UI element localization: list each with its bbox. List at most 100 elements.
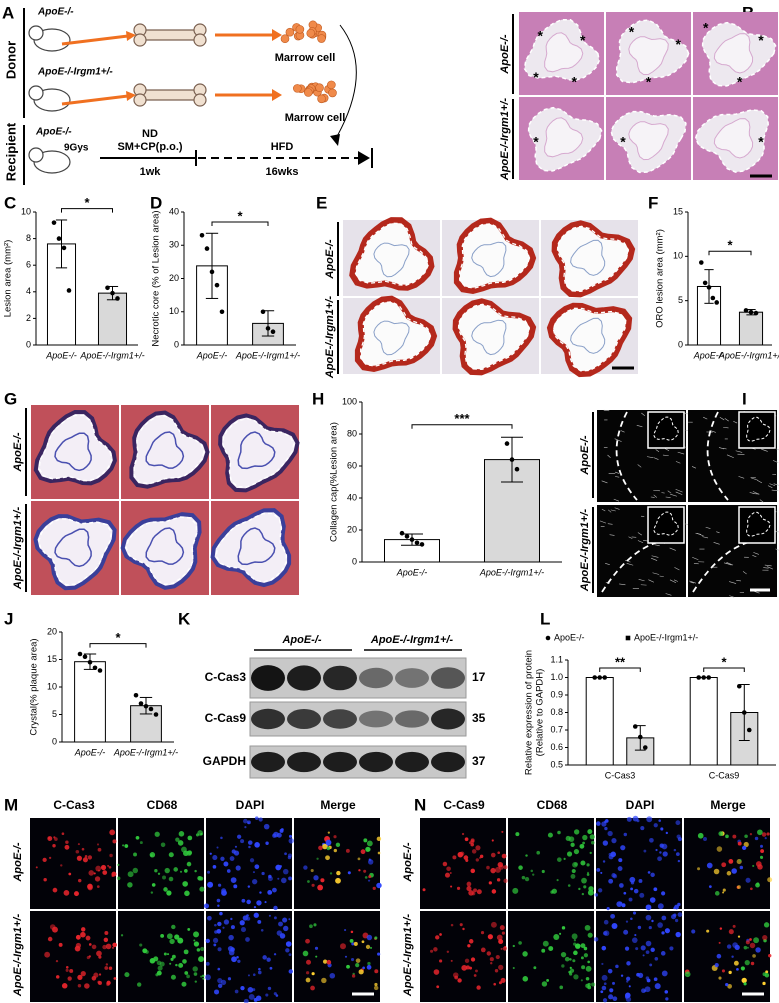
crystal bbox=[723, 562, 728, 564]
signal bbox=[628, 897, 633, 902]
signal bbox=[533, 966, 537, 970]
data-point bbox=[743, 308, 749, 313]
signal bbox=[358, 969, 364, 975]
y-axis-label: Relative expression of protein bbox=[524, 650, 535, 775]
signal bbox=[512, 887, 519, 894]
signal bbox=[490, 921, 497, 928]
data-point bbox=[209, 269, 215, 275]
signal bbox=[258, 967, 261, 971]
column-label: Merge bbox=[710, 798, 746, 812]
signal bbox=[468, 939, 474, 944]
data-point bbox=[260, 309, 266, 315]
marrow-cell bbox=[328, 88, 337, 98]
signal bbox=[630, 887, 634, 891]
collagen bbox=[145, 431, 185, 469]
signal bbox=[579, 843, 585, 849]
signal bbox=[615, 964, 619, 969]
x-tick-label: ApoE-/- bbox=[693, 350, 725, 360]
sig-bracket bbox=[703, 667, 745, 672]
signal bbox=[200, 975, 203, 978]
signal bbox=[653, 977, 658, 982]
signal bbox=[654, 956, 659, 961]
signal bbox=[355, 963, 360, 968]
signal bbox=[181, 981, 187, 987]
signal bbox=[307, 880, 310, 883]
signal bbox=[213, 943, 217, 947]
signal bbox=[170, 957, 174, 961]
signal bbox=[602, 860, 606, 863]
signal bbox=[572, 959, 576, 963]
signal bbox=[305, 971, 310, 975]
signal bbox=[202, 974, 205, 978]
signal bbox=[582, 834, 588, 841]
crystal bbox=[752, 493, 760, 495]
signal bbox=[737, 885, 741, 889]
signal bbox=[653, 823, 658, 828]
signal bbox=[757, 829, 763, 836]
signal bbox=[731, 868, 737, 874]
crystal bbox=[659, 575, 664, 578]
signal bbox=[645, 914, 652, 921]
row-label: ApoE-/-Irgm1+/- bbox=[12, 914, 24, 998]
signal bbox=[361, 940, 365, 944]
signal bbox=[659, 851, 662, 854]
signal bbox=[640, 826, 645, 831]
crystal bbox=[690, 582, 695, 584]
crystal bbox=[738, 476, 745, 479]
lesion-marker: * bbox=[629, 23, 635, 39]
lumen bbox=[628, 36, 669, 76]
data-point bbox=[77, 651, 83, 657]
signal bbox=[752, 954, 756, 958]
y-tick-label: 0 bbox=[678, 339, 683, 349]
signal bbox=[657, 922, 663, 928]
signal bbox=[467, 944, 471, 948]
signal bbox=[567, 884, 571, 887]
data-point bbox=[741, 710, 747, 715]
signal bbox=[288, 918, 291, 921]
signal bbox=[197, 875, 202, 881]
crystal bbox=[664, 448, 670, 452]
signal bbox=[677, 912, 683, 917]
signal bbox=[583, 953, 589, 958]
signal bbox=[630, 917, 633, 921]
signal bbox=[223, 919, 230, 925]
signal bbox=[78, 878, 82, 883]
column-label: DAPI bbox=[236, 798, 265, 812]
crystal bbox=[735, 450, 743, 453]
signal bbox=[247, 840, 253, 845]
signal bbox=[254, 842, 260, 848]
plaque bbox=[453, 217, 537, 294]
signal bbox=[220, 979, 227, 985]
lumen bbox=[628, 121, 669, 161]
signal bbox=[282, 917, 288, 923]
lumen bbox=[570, 239, 606, 276]
blot-band bbox=[431, 667, 465, 689]
signal bbox=[366, 934, 373, 941]
signal bbox=[282, 868, 289, 875]
signal bbox=[351, 974, 356, 978]
lesion-marker: * bbox=[758, 133, 764, 149]
signal bbox=[212, 865, 217, 869]
signal bbox=[450, 923, 454, 927]
signal bbox=[626, 816, 632, 822]
signal bbox=[351, 942, 355, 946]
data-point bbox=[138, 701, 144, 706]
signal bbox=[116, 876, 121, 881]
signal bbox=[269, 891, 273, 894]
signal bbox=[278, 921, 283, 927]
plaque bbox=[129, 410, 210, 489]
signal bbox=[433, 969, 440, 975]
signal bbox=[106, 980, 111, 986]
legend-label: ApoE-/- bbox=[554, 632, 585, 642]
signal bbox=[226, 869, 231, 873]
signal bbox=[580, 979, 583, 982]
crystal bbox=[753, 552, 759, 555]
signal bbox=[216, 898, 221, 903]
signal bbox=[518, 865, 523, 870]
signal bbox=[732, 924, 736, 928]
signal bbox=[229, 856, 235, 861]
signal bbox=[561, 964, 565, 968]
lesion-marker: * bbox=[538, 28, 544, 44]
signal bbox=[366, 840, 373, 847]
lumen bbox=[570, 317, 606, 354]
